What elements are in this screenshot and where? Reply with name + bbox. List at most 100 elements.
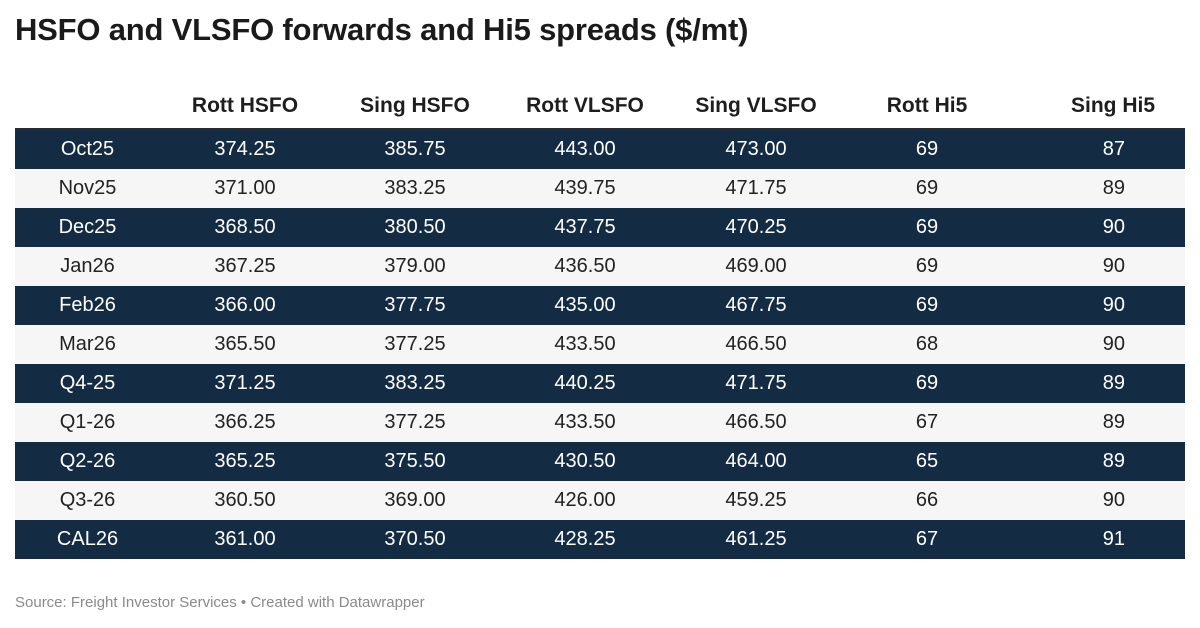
rott-hsfo-cell: 374.25 bbox=[160, 129, 330, 169]
table-row: CAL26 361.00 370.50 428.25 461.25 67 91 bbox=[15, 520, 1185, 559]
rott-vlsfo-cell: 430.50 bbox=[500, 442, 670, 481]
rott-hsfo-cell: 360.50 bbox=[160, 481, 330, 520]
period-cell: CAL26 bbox=[15, 520, 160, 559]
column-header-rott-hi5: Rott Hi5 bbox=[842, 84, 1012, 130]
sing-vlsfo-cell: 471.75 bbox=[670, 364, 842, 403]
rott-vlsfo-cell: 443.00 bbox=[500, 129, 670, 169]
table-row: Dec25 368.50 380.50 437.75 470.25 69 90 bbox=[15, 208, 1185, 247]
period-cell: Mar26 bbox=[15, 325, 160, 364]
rott-hsfo-cell: 365.25 bbox=[160, 442, 330, 481]
sing-hsfo-cell: 375.50 bbox=[330, 442, 500, 481]
rott-hi5-cell: 69 bbox=[842, 286, 1012, 325]
period-cell: Feb26 bbox=[15, 286, 160, 325]
sing-hsfo-cell: 383.25 bbox=[330, 169, 500, 208]
sing-hsfo-cell: 383.25 bbox=[330, 364, 500, 403]
sing-vlsfo-cell: 464.00 bbox=[670, 442, 842, 481]
sing-vlsfo-cell: 471.75 bbox=[670, 169, 842, 208]
sing-hi5-cell: 90 bbox=[1012, 247, 1185, 286]
table-row: Mar26 365.50 377.25 433.50 466.50 68 90 bbox=[15, 325, 1185, 364]
sing-hsfo-cell: 380.50 bbox=[330, 208, 500, 247]
sing-hi5-cell: 87 bbox=[1012, 129, 1185, 169]
sing-vlsfo-cell: 473.00 bbox=[670, 129, 842, 169]
sing-hsfo-cell: 370.50 bbox=[330, 520, 500, 559]
table-row: Q2-26 365.25 375.50 430.50 464.00 65 89 bbox=[15, 442, 1185, 481]
period-cell: Q3-26 bbox=[15, 481, 160, 520]
rott-hsfo-cell: 365.50 bbox=[160, 325, 330, 364]
rott-vlsfo-cell: 436.50 bbox=[500, 247, 670, 286]
rott-hi5-cell: 69 bbox=[842, 247, 1012, 286]
sing-hi5-cell: 90 bbox=[1012, 208, 1185, 247]
column-header-sing-vlsfo: Sing VLSFO bbox=[670, 84, 842, 130]
sing-hsfo-cell: 377.25 bbox=[330, 325, 500, 364]
rott-hi5-cell: 65 bbox=[842, 442, 1012, 481]
period-cell: Q1-26 bbox=[15, 403, 160, 442]
sing-hi5-cell: 91 bbox=[1012, 520, 1185, 559]
sing-hsfo-cell: 377.75 bbox=[330, 286, 500, 325]
period-cell: Nov25 bbox=[15, 169, 160, 208]
chart-title: HSFO and VLSFO forwards and Hi5 spreads … bbox=[15, 12, 749, 47]
sing-hsfo-cell: 369.00 bbox=[330, 481, 500, 520]
sing-hsfo-cell: 377.25 bbox=[330, 403, 500, 442]
rott-hi5-cell: 69 bbox=[842, 364, 1012, 403]
rott-hsfo-cell: 368.50 bbox=[160, 208, 330, 247]
column-header-sing-hi5: Sing Hi5 bbox=[1012, 84, 1185, 130]
sing-hi5-cell: 89 bbox=[1012, 364, 1185, 403]
sing-vlsfo-cell: 459.25 bbox=[670, 481, 842, 520]
sing-vlsfo-cell: 466.50 bbox=[670, 325, 842, 364]
rott-hi5-cell: 69 bbox=[842, 169, 1012, 208]
rott-hi5-cell: 67 bbox=[842, 403, 1012, 442]
sing-vlsfo-cell: 467.75 bbox=[670, 286, 842, 325]
column-header-period bbox=[15, 84, 160, 130]
sing-vlsfo-cell: 470.25 bbox=[670, 208, 842, 247]
sing-hi5-cell: 90 bbox=[1012, 481, 1185, 520]
table-row: Oct25 374.25 385.75 443.00 473.00 69 87 bbox=[15, 129, 1185, 169]
sing-hi5-cell: 89 bbox=[1012, 442, 1185, 481]
rott-hi5-cell: 67 bbox=[842, 520, 1012, 559]
rott-vlsfo-cell: 437.75 bbox=[500, 208, 670, 247]
rott-vlsfo-cell: 440.25 bbox=[500, 364, 670, 403]
forwards-table: Rott HSFO Sing HSFO Rott VLSFO Sing VLSF… bbox=[15, 84, 1185, 559]
sing-vlsfo-cell: 466.50 bbox=[670, 403, 842, 442]
period-cell: Q2-26 bbox=[15, 442, 160, 481]
sing-hi5-cell: 89 bbox=[1012, 403, 1185, 442]
sing-hsfo-cell: 379.00 bbox=[330, 247, 500, 286]
sing-hi5-cell: 89 bbox=[1012, 169, 1185, 208]
period-cell: Q4-25 bbox=[15, 364, 160, 403]
rott-vlsfo-cell: 426.00 bbox=[500, 481, 670, 520]
rott-hsfo-cell: 361.00 bbox=[160, 520, 330, 559]
table-row: Nov25 371.00 383.25 439.75 471.75 69 89 bbox=[15, 169, 1185, 208]
period-cell: Oct25 bbox=[15, 129, 160, 169]
table-body: Oct25 374.25 385.75 443.00 473.00 69 87 Nov25 37… bbox=[15, 129, 1185, 559]
sing-hi5-cell: 90 bbox=[1012, 325, 1185, 364]
table-row: Q4-25 371.25 383.25 440.25 471.75 69 89 bbox=[15, 364, 1185, 403]
rott-vlsfo-cell: 433.50 bbox=[500, 403, 670, 442]
period-cell: Dec25 bbox=[15, 208, 160, 247]
table-row: Feb26 366.00 377.75 435.00 467.75 69 90 bbox=[15, 286, 1185, 325]
rott-hsfo-cell: 367.25 bbox=[160, 247, 330, 286]
sing-hi5-cell: 90 bbox=[1012, 286, 1185, 325]
period-cell: Jan26 bbox=[15, 247, 160, 286]
sing-vlsfo-cell: 461.25 bbox=[670, 520, 842, 559]
rott-hi5-cell: 69 bbox=[842, 208, 1012, 247]
rott-vlsfo-cell: 433.50 bbox=[500, 325, 670, 364]
rott-hi5-cell: 66 bbox=[842, 481, 1012, 520]
column-header-rott-vlsfo: Rott VLSFO bbox=[500, 84, 670, 130]
sing-hsfo-cell: 385.75 bbox=[330, 129, 500, 169]
table-row: Jan26 367.25 379.00 436.50 469.00 69 90 bbox=[15, 247, 1185, 286]
rott-vlsfo-cell: 439.75 bbox=[500, 169, 670, 208]
rott-hsfo-cell: 366.25 bbox=[160, 403, 330, 442]
column-header-sing-hsfo: Sing HSFO bbox=[330, 84, 500, 130]
source-footer: Source: Freight Investor Services • Crea… bbox=[15, 594, 425, 611]
table-row: Q3-26 360.50 369.00 426.00 459.25 66 90 bbox=[15, 481, 1185, 520]
sing-vlsfo-cell: 469.00 bbox=[670, 247, 842, 286]
rott-hi5-cell: 68 bbox=[842, 325, 1012, 364]
column-header-rott-hsfo: Rott HSFO bbox=[160, 84, 330, 130]
rott-vlsfo-cell: 428.25 bbox=[500, 520, 670, 559]
header-row: Rott HSFO Sing HSFO Rott VLSFO Sing VLSF… bbox=[15, 84, 1185, 130]
rott-hsfo-cell: 371.00 bbox=[160, 169, 330, 208]
rott-vlsfo-cell: 435.00 bbox=[500, 286, 670, 325]
rott-hsfo-cell: 366.00 bbox=[160, 286, 330, 325]
table-row: Q1-26 366.25 377.25 433.50 466.50 67 89 bbox=[15, 403, 1185, 442]
rott-hi5-cell: 69 bbox=[842, 129, 1012, 169]
rott-hsfo-cell: 371.25 bbox=[160, 364, 330, 403]
